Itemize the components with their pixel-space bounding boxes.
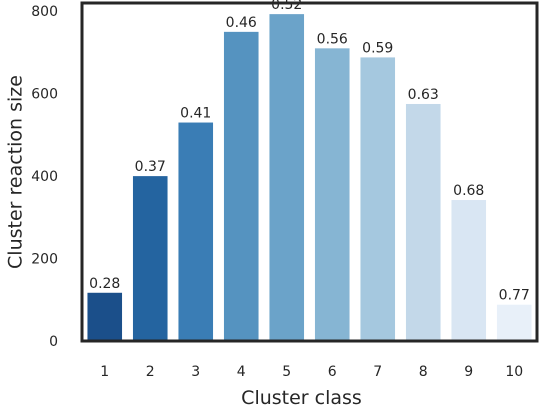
- x-tick-label-7: 7: [373, 364, 382, 380]
- x-tick-label-6: 6: [328, 364, 337, 380]
- bar-7: [360, 57, 396, 341]
- bar-9: [451, 200, 487, 341]
- bar-value-label-1: 0.28: [89, 276, 120, 292]
- bar-value-label-2: 0.37: [135, 159, 166, 175]
- bar-value-label-9: 0.68: [453, 183, 484, 199]
- bar-value-label-8: 0.63: [408, 87, 439, 103]
- bar-value-label-6: 0.56: [317, 31, 348, 47]
- y-axis-label: Cluster reaction size: [5, 75, 27, 269]
- y-tick-label-200: 200: [31, 252, 58, 268]
- bar-1: [87, 292, 123, 341]
- x-tick-label-8: 8: [419, 364, 428, 380]
- x-tick-label-9: 9: [464, 364, 473, 380]
- x-tick-label-10: 10: [505, 364, 523, 380]
- x-tick-label-4: 4: [237, 364, 246, 380]
- y-ticks-group: 0 200 400 600 800: [31, 4, 58, 350]
- bar-value-label-3: 0.41: [180, 106, 211, 122]
- bar-labels-group: 0.280.370.410.460.520.560.590.630.680.77: [89, 0, 530, 304]
- y-tick-label-0: 0: [49, 334, 58, 350]
- x-ticks-group: 1 2 3 4 5 6 7 8 9 10: [100, 364, 523, 380]
- plot-frame: [80, 1, 539, 343]
- bar-value-label-10: 0.77: [499, 288, 530, 304]
- x-tick-label-3: 3: [191, 364, 200, 380]
- bar-4: [223, 31, 259, 341]
- bar-value-label-7: 0.59: [362, 40, 393, 56]
- x-tick-label-1: 1: [100, 364, 109, 380]
- y-tick-label-600: 600: [31, 87, 58, 103]
- x-tick-label-5: 5: [282, 364, 291, 380]
- bar-10: [496, 304, 532, 341]
- bar-6: [314, 48, 350, 342]
- bar-5: [269, 14, 305, 341]
- bar-2: [132, 176, 168, 341]
- x-tick-label-2: 2: [146, 364, 155, 380]
- y-tick-label-800: 800: [31, 4, 58, 20]
- bar-value-label-4: 0.46: [226, 15, 257, 31]
- bars-group: [87, 14, 532, 342]
- bar-3: [178, 122, 214, 341]
- y-tick-label-400: 400: [31, 169, 58, 185]
- x-axis-label: Cluster class: [241, 387, 362, 409]
- bar-8: [405, 103, 441, 341]
